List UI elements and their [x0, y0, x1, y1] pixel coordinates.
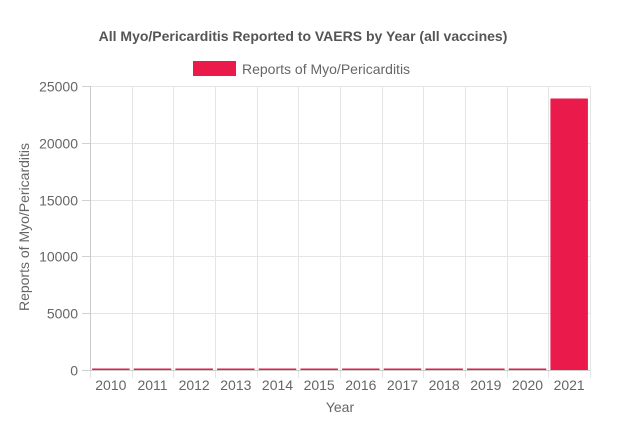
x-tick-label: 2019 [470, 377, 501, 393]
x-tick-label: 2016 [345, 377, 376, 393]
x-tick-label: 2011 [137, 377, 167, 393]
x-tick-label: 2015 [304, 377, 335, 393]
axes [90, 86, 590, 371]
bar[interactable] [342, 368, 380, 371]
y-tick-label: 5000 [47, 306, 78, 322]
y-tick-label: 25000 [39, 79, 78, 95]
gridlines [90, 86, 591, 378]
x-tick-label: 2020 [512, 377, 543, 393]
bar[interactable] [550, 98, 588, 370]
chart-title: All Myo/Pericarditis Reported to VAERS b… [99, 28, 508, 44]
legend-swatch [193, 61, 236, 76]
y-axis-title: Reports of Myo/Pericarditis [16, 143, 32, 311]
bar[interactable] [217, 368, 255, 371]
y-axis-ticks: 0 5000 10000 15000 20000 25000 [39, 79, 90, 379]
x-tick-label: 2018 [429, 377, 460, 393]
bar[interactable] [175, 368, 213, 371]
bar[interactable] [383, 368, 422, 371]
legend-label: Reports of Myo/Pericarditis [242, 61, 410, 77]
bar[interactable] [425, 368, 463, 371]
x-tick-label: 2021 [554, 377, 585, 393]
bar[interactable] [92, 368, 130, 371]
legend[interactable]: Reports of Myo/Pericarditis [193, 61, 410, 77]
y-tick-label: 15000 [39, 193, 78, 209]
x-tick-label: 2012 [179, 377, 210, 393]
bar[interactable] [467, 368, 505, 371]
bar[interactable] [300, 368, 338, 371]
x-tick-label: 2014 [262, 377, 293, 393]
y-tick-label: 0 [70, 363, 78, 379]
x-axis-title: Year [326, 399, 355, 415]
x-axis-ticks: 2010 2011 2012 2013 2014 2015 2016 2017 2018 2019… [95, 377, 585, 393]
bar[interactable] [508, 368, 547, 371]
x-tick-label: 2010 [95, 377, 126, 393]
x-tick-label: 2013 [220, 377, 251, 393]
x-tick-label: 2017 [387, 377, 418, 393]
bars [92, 98, 588, 370]
bar[interactable] [133, 368, 172, 371]
bar[interactable] [258, 368, 297, 371]
y-tick-label: 20000 [39, 136, 78, 152]
y-tick-label: 10000 [39, 249, 78, 265]
